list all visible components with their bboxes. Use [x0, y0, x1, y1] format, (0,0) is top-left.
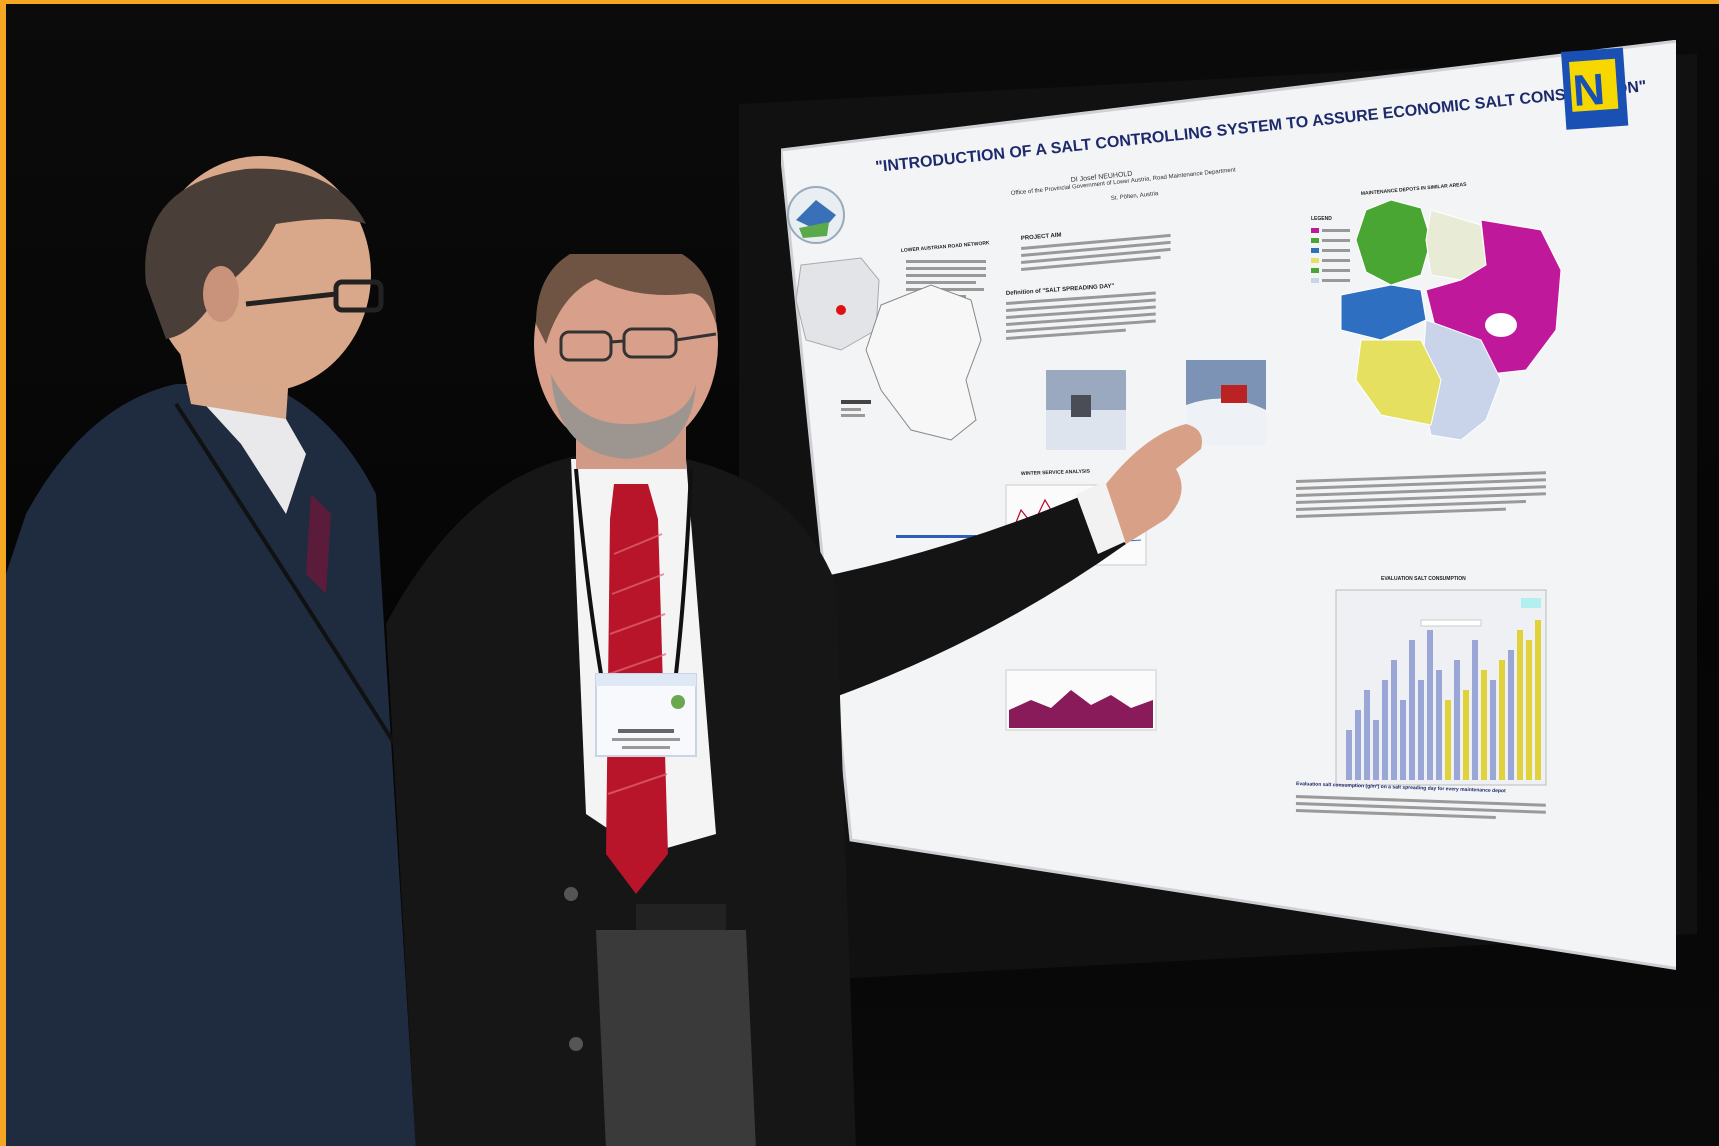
man-right: [386, 254, 1202, 1146]
europe-map: [795, 257, 880, 351]
poster-location: St. Pölten, Austria: [1111, 191, 1160, 202]
n-logo: N: [1561, 47, 1629, 130]
poster: "INTRODUCTION OF A SALT CONTROLLING SYST…: [779, 38, 1688, 972]
man-left-ear: [203, 266, 239, 322]
n-logo-letter: N: [1571, 65, 1606, 116]
map-description-text: [1296, 471, 1546, 518]
man-left-lanyard: [174, 402, 403, 756]
map-legend: [1311, 228, 1350, 283]
poster-graphic: "INTRODUCTION OF A SALT CONTROLLING SYST…: [779, 38, 1688, 972]
man-left-tie: [306, 494, 331, 594]
snowplow-photo-left: [1046, 370, 1126, 450]
presenter-belt: [636, 904, 726, 932]
project-aim-heading: PROJECT AIM: [1021, 232, 1062, 242]
map-legend-label: LEGEND: [1311, 216, 1332, 222]
presenter-trousers: [596, 930, 756, 1146]
presenter-hand-icon: [1106, 424, 1202, 544]
snowplow-photo-right: [1186, 360, 1266, 445]
project-aim-text: [1020, 233, 1171, 271]
glasses-icon: [245, 279, 384, 313]
region-logo-icon: [787, 186, 845, 244]
presenter-lanyard: [574, 468, 693, 675]
salt-consumption-bar-chart: [1335, 589, 1547, 786]
depots-map: [1340, 199, 1562, 441]
winter-area-chart: [1005, 669, 1157, 731]
jacket-button: [569, 1037, 583, 1051]
presenter-name-badge: [595, 673, 697, 757]
definition-text: [1005, 291, 1156, 340]
presenter-hair: [536, 254, 716, 344]
eval-text: [1295, 795, 1546, 819]
presenter-beard: [551, 374, 696, 459]
man-left: [6, 156, 416, 1146]
glasses-icon: [559, 327, 717, 362]
man-left-hair: [145, 168, 366, 339]
winter-analysis-heading: WINTER SERVICE ANALYSIS: [1021, 469, 1091, 477]
jacket-button: [564, 887, 578, 901]
presenter-arm: [786, 494, 1126, 704]
small-legend: [841, 400, 871, 417]
lower-austria-outline-map: [865, 284, 982, 441]
eval-heading: EVALUATION SALT CONSUMPTION: [1381, 576, 1466, 582]
man-left-suit: [6, 384, 416, 1146]
